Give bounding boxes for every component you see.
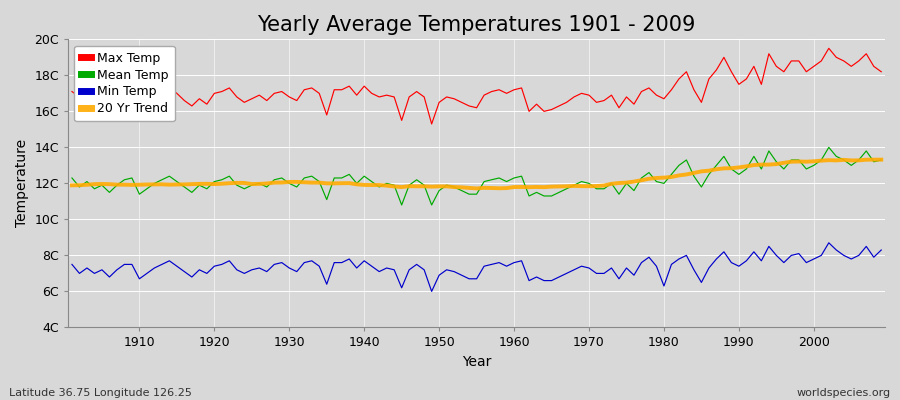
20 Yr Trend: [876, 157, 886, 162]
Mean Temp: [876, 158, 886, 162]
20 Yr Trend: [337, 181, 347, 186]
Mean Temp: [337, 176, 347, 180]
Min Temp: [606, 266, 616, 270]
Mean Temp: [396, 202, 407, 207]
Min Temp: [517, 258, 527, 263]
Mean Temp: [67, 176, 77, 180]
Line: 20 Yr Trend: 20 Yr Trend: [72, 160, 881, 188]
Max Temp: [427, 122, 437, 126]
Mean Temp: [606, 181, 616, 186]
Max Temp: [517, 86, 527, 90]
Mean Temp: [517, 174, 527, 178]
Mean Temp: [292, 184, 302, 189]
Title: Yearly Average Temperatures 1901 - 2009: Yearly Average Temperatures 1901 - 2009: [257, 15, 696, 35]
Legend: Max Temp, Mean Temp, Min Temp, 20 Yr Trend: Max Temp, Mean Temp, Min Temp, 20 Yr Tre…: [75, 46, 175, 121]
Max Temp: [876, 69, 886, 74]
Line: Max Temp: Max Temp: [72, 48, 881, 124]
X-axis label: Year: Year: [462, 355, 491, 369]
Y-axis label: Temperature: Temperature: [15, 139, 29, 228]
20 Yr Trend: [508, 185, 519, 190]
Min Temp: [127, 262, 138, 267]
20 Yr Trend: [517, 184, 527, 189]
Min Temp: [427, 289, 437, 294]
Min Temp: [337, 260, 347, 265]
Max Temp: [337, 87, 347, 92]
20 Yr Trend: [472, 186, 482, 191]
Max Temp: [824, 46, 834, 51]
Min Temp: [876, 248, 886, 252]
Text: Latitude 36.75 Longitude 126.25: Latitude 36.75 Longitude 126.25: [9, 388, 192, 398]
Max Temp: [606, 93, 616, 98]
20 Yr Trend: [127, 182, 138, 187]
Text: worldspecies.org: worldspecies.org: [796, 388, 891, 398]
Max Temp: [127, 86, 138, 90]
Mean Temp: [824, 145, 834, 150]
Max Temp: [292, 98, 302, 103]
Max Temp: [508, 87, 519, 92]
Min Temp: [292, 269, 302, 274]
20 Yr Trend: [292, 180, 302, 184]
Max Temp: [67, 89, 77, 94]
Line: Mean Temp: Mean Temp: [72, 147, 881, 205]
Min Temp: [67, 262, 77, 267]
20 Yr Trend: [606, 182, 616, 186]
Min Temp: [508, 260, 519, 265]
Mean Temp: [127, 176, 138, 180]
Line: Min Temp: Min Temp: [72, 243, 881, 292]
Mean Temp: [508, 176, 519, 180]
Min Temp: [824, 240, 834, 245]
20 Yr Trend: [67, 183, 77, 188]
